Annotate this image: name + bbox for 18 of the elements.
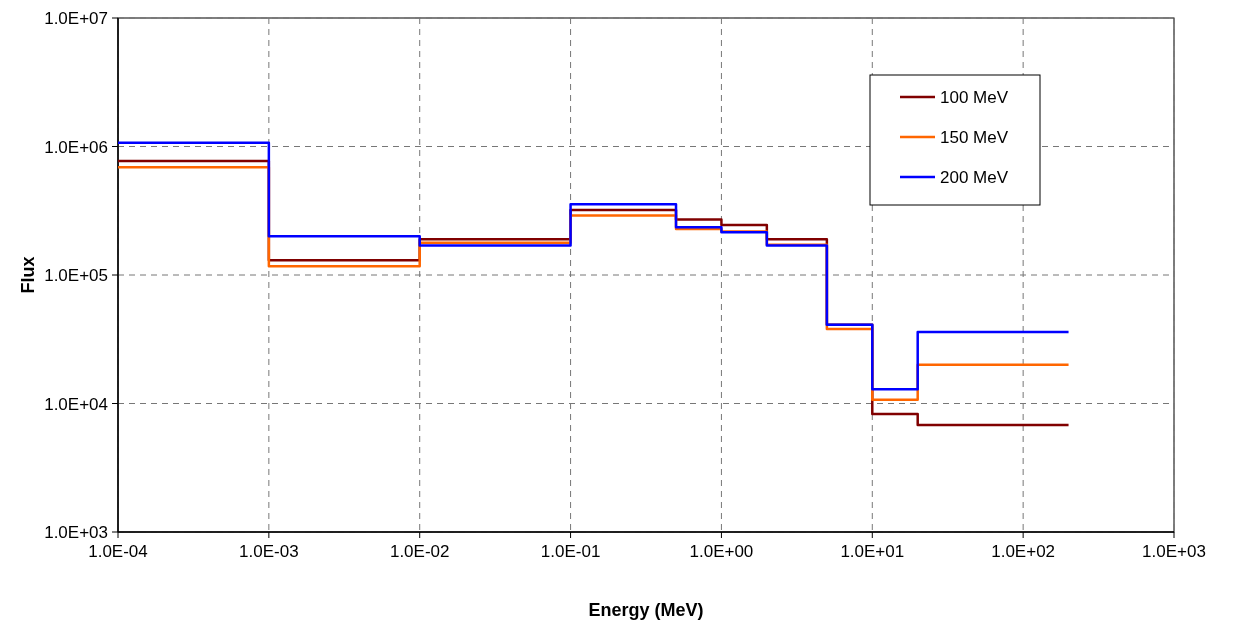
x-tick-label: 1.0E+02 bbox=[991, 542, 1056, 561]
legend-label: 200 MeV bbox=[940, 168, 1009, 187]
y-tick-label: 1.0E+03 bbox=[44, 523, 108, 542]
x-tick-label: 1.0E+03 bbox=[1142, 542, 1206, 561]
legend-label: 100 MeV bbox=[940, 88, 1009, 107]
y-tick-label: 1.0E+06 bbox=[44, 137, 108, 157]
x-tick-label: 1.0E-02 bbox=[389, 542, 450, 561]
x-tick-label: 1.0E-01 bbox=[540, 542, 601, 561]
legend-label: 150 MeV bbox=[940, 128, 1009, 147]
y-tick-label: 1.0E+07 bbox=[44, 9, 108, 28]
y-tick-label: 1.0E+05 bbox=[44, 266, 108, 285]
y-axis-title: Flux bbox=[18, 256, 38, 294]
y-tick-label: 1.0E+04 bbox=[44, 394, 108, 414]
x-tick-label: 1.0E+00 bbox=[689, 542, 754, 561]
x-tick-label: 1.0E-04 bbox=[88, 542, 148, 561]
x-tick-label: 1.0E-03 bbox=[239, 542, 299, 561]
x-axis-title: Energy (MeV) bbox=[588, 600, 704, 620]
x-tick-label: 1.0E+01 bbox=[840, 542, 905, 561]
